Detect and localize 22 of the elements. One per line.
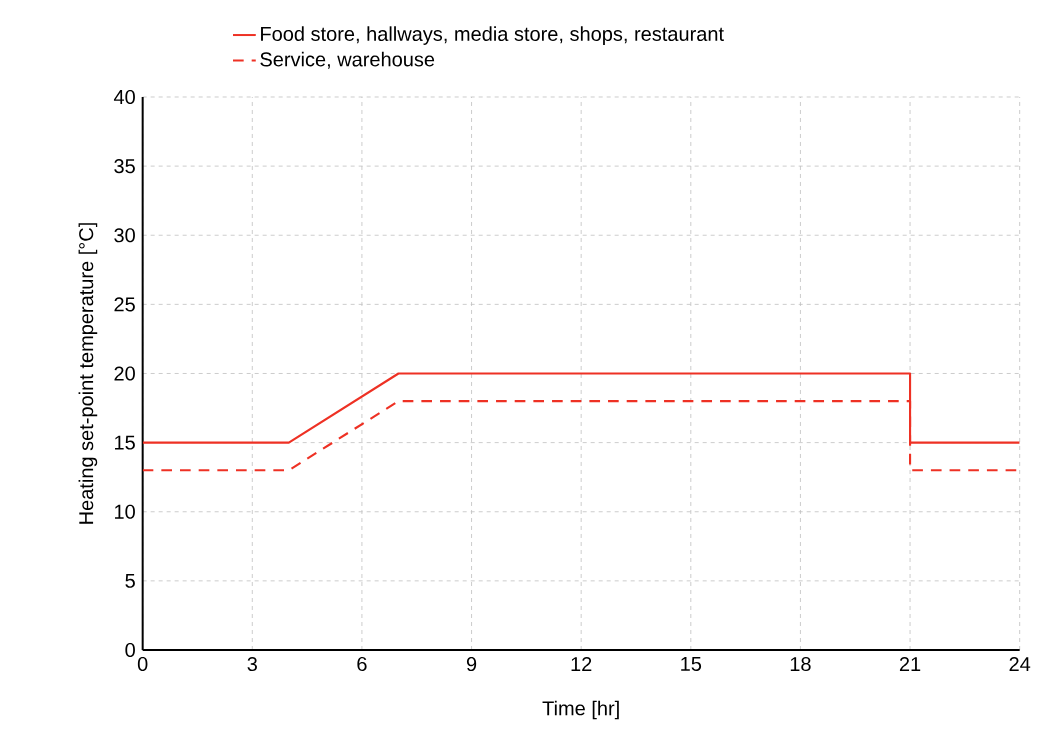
y-tick-label: 15 <box>115 435 135 450</box>
x-tick-label: 6 <box>357 656 367 672</box>
x-tick-label: 3 <box>247 656 257 672</box>
x-tick-label: 24 <box>1009 656 1031 671</box>
x-tick-label: 9 <box>466 656 477 672</box>
y-tick-label: 35 <box>114 159 135 174</box>
y-tick-label: 20 <box>114 366 135 381</box>
y-tick-label: 10 <box>115 504 135 519</box>
y-tick-label: 40 <box>113 89 135 105</box>
y-tick-label: 0 <box>125 642 135 658</box>
legend-label: Service, warehouse <box>260 51 435 69</box>
y-tick-label: 5 <box>125 573 135 588</box>
y-axis-title: Heating set-point temperature [°C] <box>78 223 98 524</box>
x-tick-label: 21 <box>899 656 921 671</box>
y-tick-label: 30 <box>114 228 135 243</box>
y-tick-label: 25 <box>114 297 135 312</box>
x-tick-label: 15 <box>681 656 702 671</box>
x-axis-title: Time [hr] <box>542 700 619 720</box>
x-tick-label: 0 <box>137 656 148 672</box>
x-tick-label: 12 <box>571 656 592 671</box>
x-tick-label: 18 <box>790 656 811 672</box>
legend-label: Food store, hallways, media store, shops, restaurant <box>261 26 724 45</box>
